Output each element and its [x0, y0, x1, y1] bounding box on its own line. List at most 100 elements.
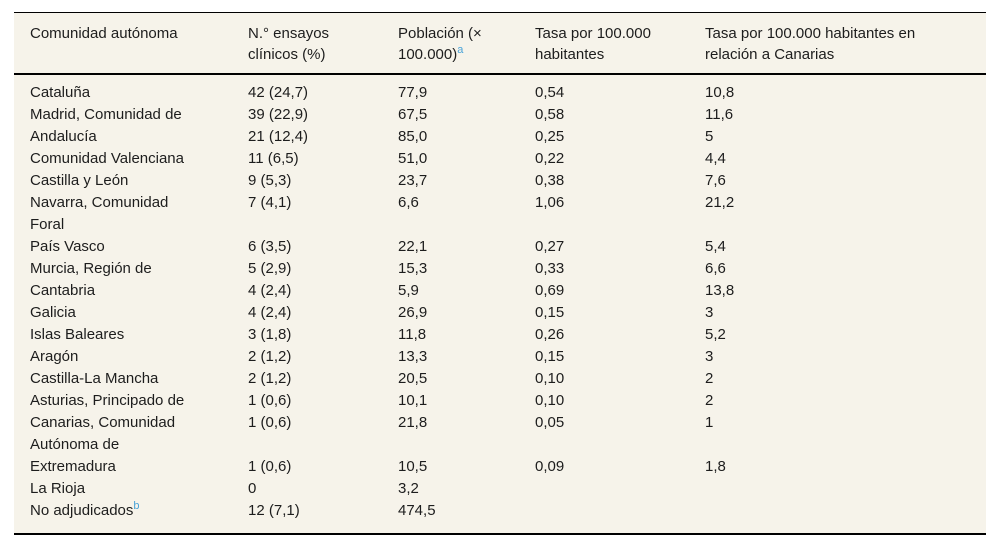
cell-ensayos: 11 (6,5) — [248, 150, 299, 167]
table-row: Andalucía 21 (12,4) 85,0 0,25 5 — [14, 126, 986, 148]
cell-tasa-canarias: 2 — [705, 370, 714, 387]
cell-ensayos: 39 (22,9) — [248, 106, 309, 123]
cell-tasa-canarias: 3 — [705, 304, 714, 321]
cell-comunidad: País Vasco — [30, 238, 105, 255]
cell-tasa: 0,27 — [535, 238, 565, 255]
table-row: Islas Baleares 3 (1,8) 11,8 0,26 5,2 — [14, 324, 986, 346]
footnote-ref-a: a — [457, 44, 464, 56]
cell-poblacion: 20,5 — [398, 370, 428, 387]
cell-ensayos: 1 (0,6) — [248, 414, 292, 431]
cell-comunidad: Galicia — [30, 304, 76, 321]
column-header-ensayos: N.° ensayos clínicos (%) — [248, 12, 398, 75]
cell-tasa-canarias: 1 — [705, 414, 714, 431]
cell-ensayos: 2 (1,2) — [248, 370, 292, 387]
trials-by-region-table: Comunidad autónoma N.° ensayos clínicos … — [14, 12, 986, 535]
table-row: Extremadura 1 (0,6) 10,5 0,09 1,8 — [14, 456, 986, 478]
cell-poblacion: 3,2 — [398, 480, 419, 497]
cell-poblacion: 474,5 — [398, 502, 436, 519]
table-row: Navarra, Comunidad Foral 7 (4,1) 6,6 1,0… — [14, 192, 986, 236]
cell-ensayos: 1 (0,6) — [248, 458, 292, 475]
cell-comunidad: No adjudicadosb — [14, 500, 248, 534]
cell-tasa: 0,33 — [535, 260, 565, 277]
column-header-label: Comunidad autónoma — [30, 25, 178, 42]
cell-poblacion: 10,5 — [398, 458, 428, 475]
table-row: Cantabria 4 (2,4) 5,9 0,69 13,8 — [14, 280, 986, 302]
cell-tasa-canarias: 13,8 — [705, 282, 735, 299]
cell-tasa-canarias: 11,6 — [705, 106, 734, 123]
cell-text: No adjudicados — [30, 502, 134, 519]
cell-tasa: 0,54 — [535, 84, 565, 101]
cell-tasa: 0,26 — [535, 326, 565, 343]
cell-ensayos: 5 (2,9) — [248, 260, 292, 277]
table-container: Comunidad autónoma N.° ensayos clínicos … — [14, 12, 986, 535]
cell-tasa — [535, 500, 705, 534]
cell-poblacion: 10,1 — [398, 392, 428, 409]
cell-tasa-canarias: 4,4 — [705, 150, 726, 167]
table-row: No adjudicadosb 12 (7,1) 474,5 — [14, 500, 986, 534]
cell-ensayos: 12 (7,1) — [248, 502, 300, 519]
table-row: Murcia, Región de 5 (2,9) 15,3 0,33 6,6 — [14, 258, 986, 280]
cell-tasa-canarias: 1,8 — [705, 458, 726, 475]
cell-ensayos: 42 (24,7) — [248, 84, 309, 101]
cell-tasa: 0,38 — [535, 172, 565, 189]
cell-tasa: 0,10 — [535, 370, 565, 387]
cell-comunidad: Comunidad Valenciana — [30, 150, 184, 167]
cell-tasa: 0,69 — [535, 282, 565, 299]
cell-poblacion: 26,9 — [398, 304, 428, 321]
table-row: Castilla-La Mancha 2 (1,2) 20,5 0,10 2 — [14, 368, 986, 390]
table-row: País Vasco 6 (3,5) 22,1 0,27 5,4 — [14, 236, 986, 258]
column-header-text: Población (× 100.000) — [398, 25, 482, 63]
cell-tasa: 0,15 — [535, 304, 565, 321]
cell-poblacion: 5,9 — [398, 282, 419, 299]
cell-tasa: 1,06 — [535, 194, 565, 211]
cell-ensayos: 21 (12,4) — [248, 128, 309, 145]
column-header-poblacion: Población (× 100.000)a — [398, 12, 535, 75]
cell-comunidad: Navarra, Comunidad Foral — [30, 194, 169, 233]
cell-poblacion: 77,9 — [398, 84, 428, 101]
cell-tasa-canarias: 5 — [705, 128, 714, 145]
cell-tasa-canarias: 10,8 — [705, 84, 735, 101]
cell-tasa: 0,25 — [535, 128, 565, 145]
column-header-label: Tasa por 100.000 habitantes en relación … — [705, 25, 916, 63]
table-row: Comunidad Valenciana 11 (6,5) 51,0 0,22 … — [14, 148, 986, 170]
cell-comunidad: Canarias, Comunidad Autónoma de — [30, 414, 176, 453]
cell-comunidad: Castilla-La Mancha — [30, 370, 159, 387]
footnote-ref-b: b — [133, 500, 140, 512]
cell-comunidad: Murcia, Región de — [30, 260, 152, 277]
table-row: Asturias, Principado de 1 (0,6) 10,1 0,1… — [14, 390, 986, 412]
column-header-comunidad: Comunidad autónoma — [14, 12, 248, 75]
table-row: Madrid, Comunidad de 39 (22,9) 67,5 0,58… — [14, 104, 986, 126]
column-header-tasa: Tasa por 100.000 habitantes — [535, 12, 705, 75]
cell-tasa-canarias — [705, 500, 986, 534]
header-row: Comunidad autónoma N.° ensayos clínicos … — [14, 12, 986, 75]
cell-ensayos: 2 (1,2) — [248, 348, 292, 365]
cell-poblacion: 15,3 — [398, 260, 428, 277]
cell-ensayos: 0 — [248, 480, 257, 497]
cell-tasa: 0,09 — [535, 458, 565, 475]
cell-tasa-canarias: 3 — [705, 348, 714, 365]
cell-poblacion: 6,6 — [398, 194, 419, 211]
column-header-tasa-canarias: Tasa por 100.000 habitantes en relación … — [705, 12, 986, 75]
cell-poblacion: 51,0 — [398, 150, 428, 167]
cell-comunidad: La Rioja — [30, 480, 86, 497]
cell-ensayos: 7 (4,1) — [248, 194, 292, 211]
cell-tasa — [535, 478, 705, 500]
table-row: Cataluña 42 (24,7) 77,9 0,54 10,8 — [14, 74, 986, 104]
table-body: Cataluña 42 (24,7) 77,9 0,54 10,8 Madrid… — [14, 74, 986, 534]
table-row: Galicia 4 (2,4) 26,9 0,15 3 — [14, 302, 986, 324]
cell-poblacion: 13,3 — [398, 348, 428, 365]
cell-ensayos: 1 (0,6) — [248, 392, 292, 409]
cell-tasa-canarias: 2 — [705, 392, 714, 409]
cell-comunidad: Islas Baleares — [30, 326, 125, 343]
table-row: La Rioja 0 3,2 — [14, 478, 986, 500]
cell-comunidad: Cataluña — [30, 84, 91, 101]
column-header-label: Población (× 100.000)a — [398, 23, 512, 65]
cell-comunidad: Aragón — [30, 348, 79, 365]
cell-poblacion: 22,1 — [398, 238, 428, 255]
column-header-label: N.° ensayos clínicos (%) — [248, 25, 330, 63]
cell-tasa: 0,22 — [535, 150, 565, 167]
cell-ensayos: 4 (2,4) — [248, 282, 292, 299]
table-row: Castilla y León 9 (5,3) 23,7 0,38 7,6 — [14, 170, 986, 192]
cell-tasa: 0,15 — [535, 348, 565, 365]
